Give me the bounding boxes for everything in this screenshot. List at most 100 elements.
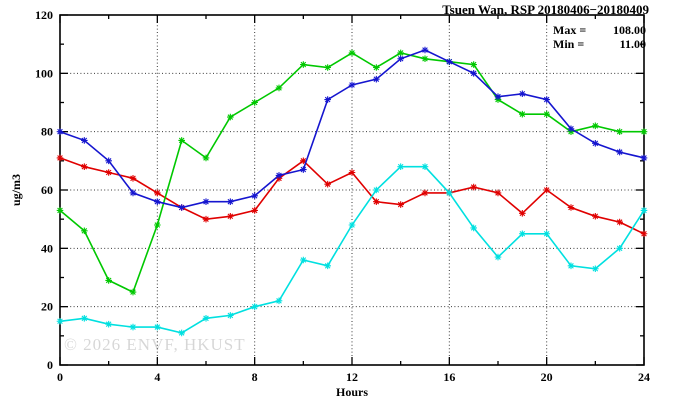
data-point-marker	[300, 166, 307, 173]
data-point-marker	[567, 262, 575, 270]
data-point-marker	[105, 277, 112, 284]
stats-max-label: Max =	[553, 23, 587, 37]
series-cyan	[56, 163, 648, 337]
data-point-marker	[421, 55, 429, 63]
data-point-marker	[397, 201, 404, 208]
series-green	[56, 49, 648, 296]
data-point-marker	[567, 204, 575, 211]
data-point-marker	[129, 323, 137, 331]
x-tick-label: 8	[252, 370, 258, 384]
data-point-marker	[397, 163, 404, 170]
data-point-marker	[227, 198, 234, 205]
data-point-marker	[81, 227, 88, 235]
data-point-marker	[275, 172, 283, 179]
data-point-marker	[592, 122, 599, 130]
stats-min-value: 11.00	[619, 37, 646, 51]
series-blue	[56, 46, 648, 211]
x-tick-label: 12	[346, 370, 358, 384]
tick-labels: 0 4 8 12 16 20 24 0 20 40 60 80 100 120	[35, 8, 650, 384]
data-point-marker	[616, 148, 623, 156]
data-point-marker	[494, 253, 502, 261]
data-point-marker	[616, 218, 623, 226]
data-point-marker	[202, 215, 210, 223]
stats-min-row: Min = 11.00	[553, 37, 646, 51]
stats-box: Max = 108.00 Min = 11.00	[553, 23, 646, 51]
data-point-marker	[324, 64, 331, 71]
data-point-marker	[592, 140, 599, 147]
data-point-marker	[640, 154, 648, 162]
data-point-marker	[300, 256, 307, 264]
data-point-marker	[592, 212, 599, 220]
data-point-marker	[567, 125, 575, 133]
data-point-marker	[348, 169, 356, 176]
data-point-marker	[202, 315, 210, 322]
data-point-marker	[348, 221, 356, 229]
chart-title: Tsuen Wan, RSP 20180406−20180409	[442, 2, 649, 17]
data-point-marker	[470, 224, 477, 232]
data-point-marker	[640, 207, 648, 214]
data-point-marker	[202, 198, 210, 205]
x-tick-label: 16	[443, 370, 455, 384]
data-point-marker	[81, 163, 88, 170]
x-tick-label: 4	[154, 370, 160, 384]
data-point-marker	[154, 189, 161, 197]
y-tick-label: 100	[35, 66, 53, 80]
data-point-marker	[129, 288, 137, 296]
data-point-marker	[373, 75, 380, 83]
data-point-marker	[616, 245, 623, 252]
data-point-marker	[129, 175, 137, 182]
data-point-marker	[397, 49, 404, 57]
data-point-marker	[373, 198, 380, 205]
data-point-marker	[300, 61, 307, 68]
data-point-marker	[227, 212, 234, 220]
data-point-marker	[105, 320, 112, 328]
data-point-marker	[251, 207, 258, 214]
data-point-marker	[300, 157, 307, 165]
data-point-marker	[275, 297, 283, 305]
data-point-marker	[105, 169, 112, 176]
data-point-marker	[470, 70, 477, 77]
y-tick-label: 60	[41, 183, 53, 197]
data-point-marker	[421, 46, 429, 54]
data-point-marker	[105, 157, 112, 165]
data-point-marker	[81, 137, 88, 144]
data-point-marker	[494, 93, 502, 100]
data-point-marker	[251, 303, 258, 310]
data-point-marker	[81, 315, 88, 322]
data-point-marker	[373, 64, 380, 71]
y-tick-label: 20	[41, 300, 53, 314]
y-tick-label: 40	[41, 241, 53, 255]
data-point-marker	[154, 221, 161, 229]
data-point-marker	[519, 110, 526, 118]
data-point-marker	[251, 192, 258, 200]
watermark: © 2026 ENVF, HKUST	[64, 335, 246, 354]
data-point-marker	[348, 49, 356, 57]
data-point-marker	[519, 210, 526, 217]
data-point-marker	[470, 61, 477, 68]
data-point-marker	[154, 323, 161, 331]
data-point-marker	[227, 312, 234, 319]
stats-max-row: Max = 108.00	[553, 23, 646, 37]
data-point-marker	[421, 163, 429, 170]
data-point-marker	[616, 128, 623, 135]
data-point-marker	[519, 90, 526, 98]
data-point-marker	[227, 113, 234, 121]
data-point-marker	[324, 262, 331, 270]
y-axis-label: ug/m3	[9, 174, 23, 207]
data-point-marker	[470, 183, 477, 191]
data-point-marker	[178, 204, 185, 211]
data-point-marker	[154, 198, 161, 205]
data-point-marker	[178, 329, 185, 337]
data-point-marker	[251, 99, 258, 106]
data-point-marker	[446, 58, 453, 65]
data-point-marker	[129, 189, 137, 197]
data-point-marker	[324, 96, 331, 103]
gridlines	[60, 15, 644, 365]
y-tick-label: 120	[35, 8, 53, 22]
data-point-marker	[543, 186, 550, 194]
data-point-marker	[640, 230, 648, 238]
data-point-marker	[640, 128, 648, 135]
data-point-marker	[324, 180, 331, 188]
